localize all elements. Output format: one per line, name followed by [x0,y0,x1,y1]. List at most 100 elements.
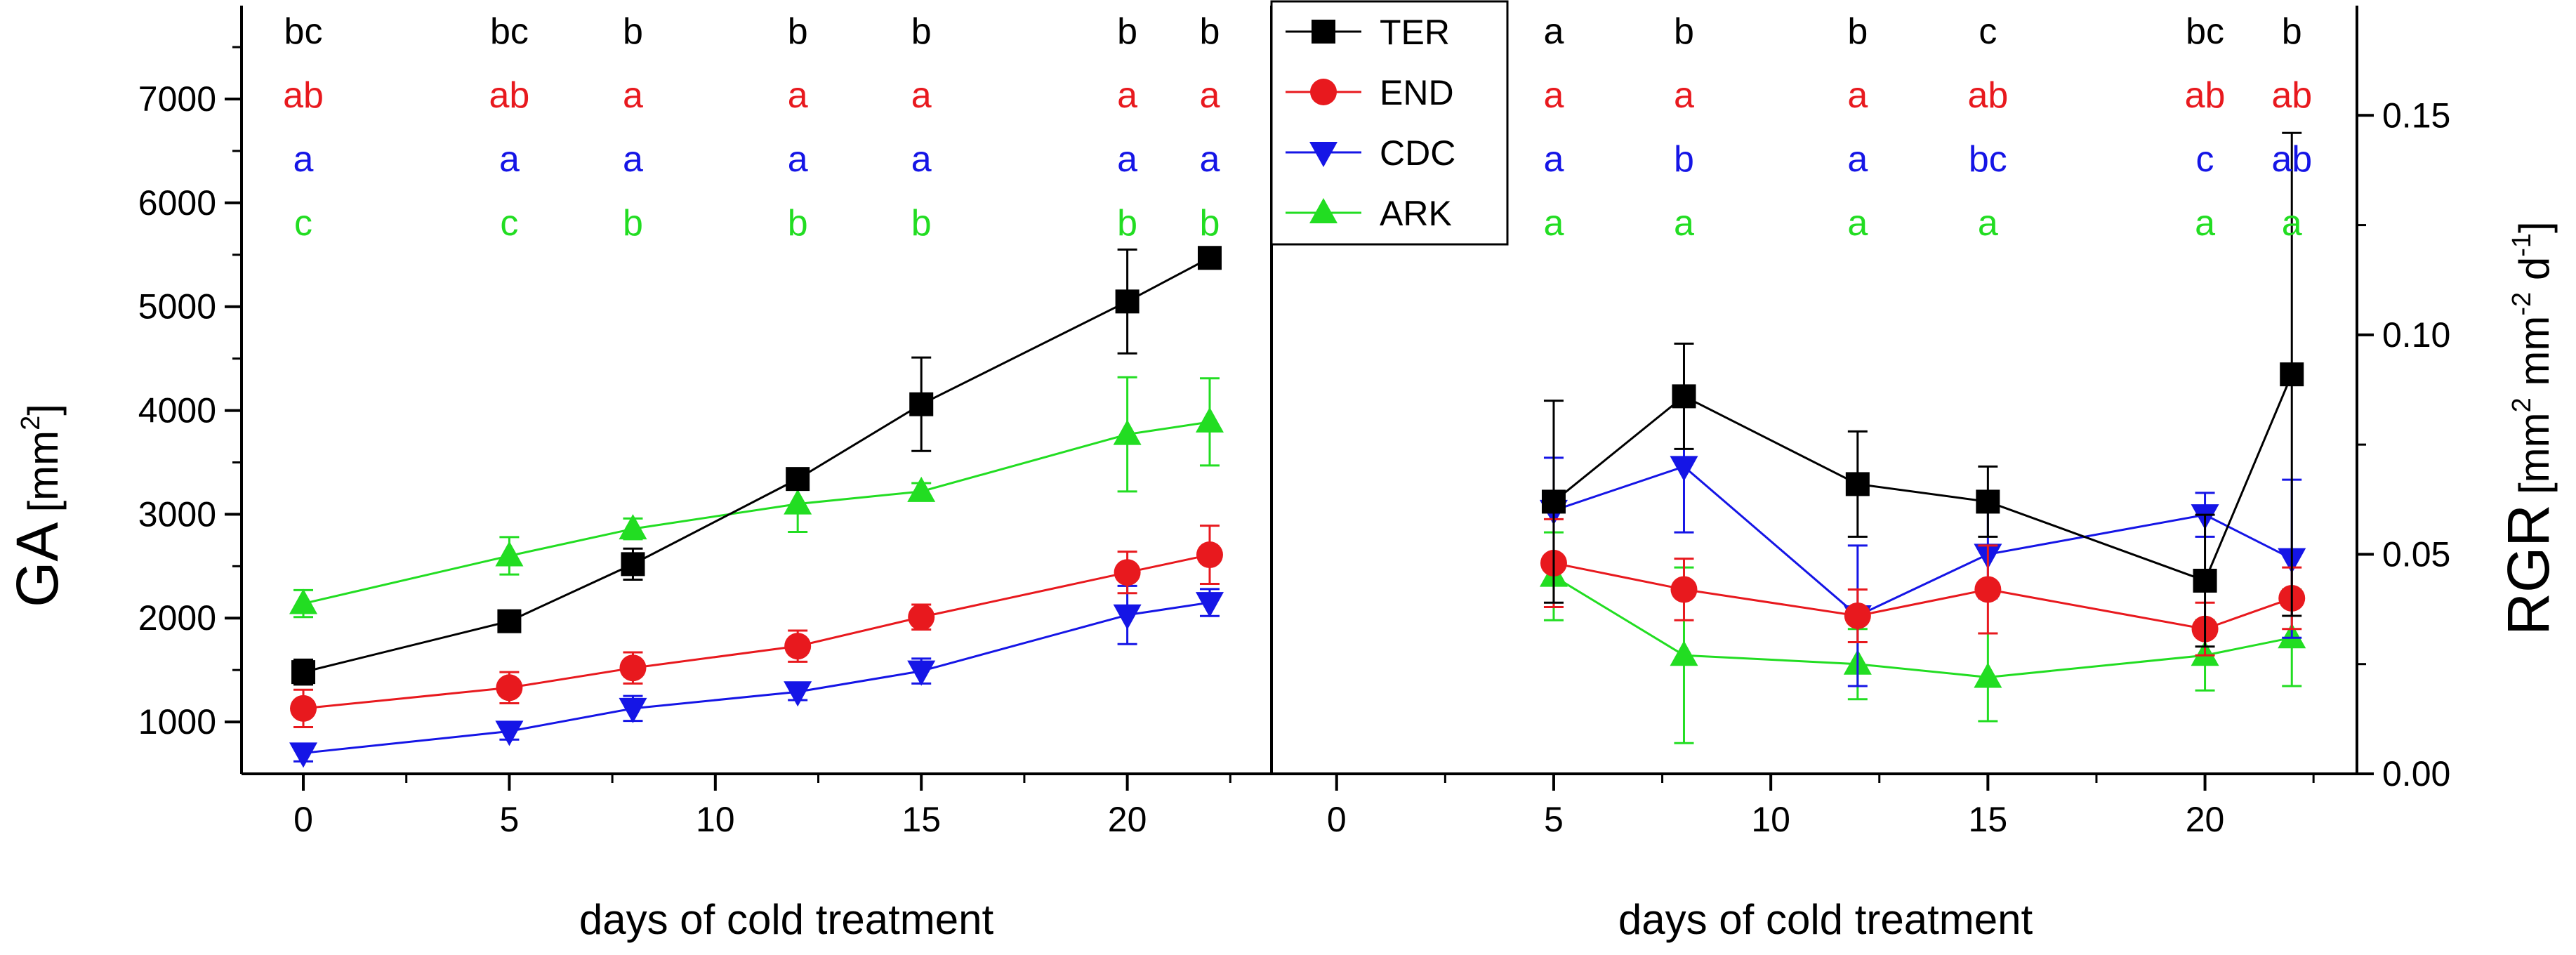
left-y-tick-label: 3000 [138,494,216,534]
left-x-tick-label: 10 [696,800,735,839]
right-point-ter [1672,384,1696,409]
left-sig-letter-cdc: a [1117,139,1137,180]
left-point-cdc [289,742,318,768]
right-y-label-sup3: -1 [2507,233,2537,257]
right-line-cdc [1553,465,2292,617]
right-point-ter [1541,489,1566,514]
left-sig-letter-ark: b [1117,203,1137,244]
left-sig-letter-end: a [1200,75,1220,116]
right-series-cdc [1539,400,2306,687]
left-sig-letter-ter: b [623,11,643,52]
left-sig-letter-cdc: a [788,139,808,180]
left-series-end [290,525,1223,728]
right-sig-letter-ark: a [2195,203,2215,244]
right-sig-letter-cdc: ab [2271,139,2312,180]
left-point-ark [1195,407,1224,433]
right-sig-letter-ter: b [1847,11,1868,52]
left-sig-letter-end: a [1117,75,1137,116]
left-y-label-unit: [mm [20,430,67,513]
left-point-end [908,603,935,631]
left-point-end [784,633,812,660]
left-sig-letter-end: a [623,75,643,116]
left-point-ark [907,476,936,502]
left-series-cdc [289,584,1224,768]
left-y-label-sup: 2 [16,416,46,430]
right-y-tick-label: 0.10 [2382,315,2450,355]
legend-label-ter: TER [1380,13,1450,52]
left-y-axis-label: GA [mm2] [4,404,70,607]
left-x-tick-label: 15 [901,800,941,839]
right-sig-letter-cdc: bc [1969,139,2007,180]
right-y-label-main: RGR [2495,504,2561,635]
left-x-tick-label: 5 [500,800,520,839]
right-sig-letter-cdc: b [1674,139,1694,180]
left-sig-letter-cdc: a [1200,139,1220,180]
left-point-ter [1197,246,1222,270]
right-x-tick-label: 15 [1969,800,2008,839]
right-y-tick-label: 0.00 [2382,754,2450,793]
right-sig-letter-ark: a [1543,203,1564,244]
right-y-label-end: ] [2511,221,2558,233]
legend: TER END CDC ARK [1270,0,1509,246]
left-series-ter [291,246,1222,686]
left-sig-letter-cdc: a [911,139,932,180]
right-y-label-unit: [mm [2511,412,2558,494]
left-point-ter [1115,289,1140,314]
right-sig-letter-ter: b [1674,11,1694,52]
legend-label-cdc: CDC [1380,133,1455,173]
left-point-cdc [784,681,812,707]
left-point-cdc [619,697,647,723]
left-sig-letter-ter: b [911,11,932,52]
legend-marker-ark [1309,198,1337,223]
right-sig-letter-end: ab [2271,75,2312,116]
left-y-tick-label: 1000 [138,702,216,742]
left-x-tick-label: 0 [293,800,313,839]
left-sig-letter-ter: b [1117,11,1137,52]
right-series-end [1540,518,2306,657]
right-sig-letter-ter: a [1543,11,1564,52]
right-point-cdc [1670,456,1698,482]
right-series-ark [1539,531,2306,744]
left-point-cdc [1113,604,1142,630]
right-line-end [1553,562,2292,631]
left-line-end [303,553,1210,710]
right-point-ter [1845,472,1870,496]
left-y-label-main: GA [4,522,70,607]
right-sig-letter-cdc: a [1543,139,1564,180]
left-line-cdc [303,601,1210,754]
left-point-cdc [495,720,524,746]
right-point-end [1670,576,1698,603]
right-y-label-sup1: 2 [2507,397,2537,412]
right-sig-letter-ark: a [1978,203,1998,244]
right-x-tick-label: 10 [1751,800,1790,839]
left-point-ark [619,514,647,540]
left-y-tick-label: 5000 [138,287,216,327]
right-sig-letter-ter: c [1979,11,1997,52]
right-point-end [1844,602,1871,629]
right-point-ter [2193,568,2217,593]
left-sig-letter-ter: b [1200,11,1220,52]
left-sig-letter-end: ab [283,75,324,116]
left-x-tick-label: 20 [1108,800,1147,839]
right-x-axis-label: days of cold treatment [1618,896,2033,943]
right-panel: 0 5 10 15 200.000.050.100.15a b b c bc ba a a ab ab ab… [1270,6,2450,839]
right-line-ark [1553,575,2292,678]
right-sig-letter-end: a [1543,75,1564,116]
right-sig-letter-cdc: c [2196,139,2214,180]
right-sig-letter-end: ab [1967,75,2008,116]
left-y-tick-label: 6000 [138,183,216,223]
right-point-ter [2280,362,2304,387]
right-y-label-sup2: -2 [2507,292,2537,316]
left-point-ark [1113,419,1142,445]
left-sig-letter-ark: b [911,203,932,244]
left-point-ter [786,467,810,492]
right-x-tick-label: 20 [2186,800,2225,839]
right-sig-letter-ark: a [1847,203,1868,244]
left-sig-letter-ark: b [623,203,643,244]
left-sig-letter-ter: bc [284,11,323,52]
legend-label-ark: ARK [1380,194,1452,233]
left-point-end [1196,541,1223,569]
left-point-ter [497,609,522,633]
left-line-ark [303,421,1210,605]
